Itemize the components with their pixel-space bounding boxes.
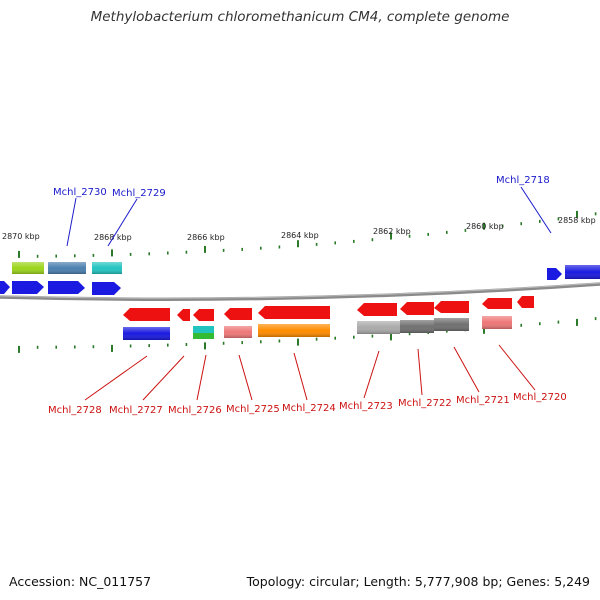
kbp-label: 2866 kbp	[187, 233, 225, 242]
gene-box[interactable]	[357, 321, 400, 334]
scale-ticks-bottom	[18, 317, 597, 353]
gene-arrow[interactable]	[48, 281, 85, 294]
gene-label-mchl-2718[interactable]: Mchl_2718	[496, 175, 550, 186]
gene-arrow[interactable]	[357, 303, 397, 316]
gene-box[interactable]	[400, 320, 434, 333]
gene-arrow[interactable]	[565, 265, 600, 279]
genome-backbone	[0, 282, 600, 301]
gene-box[interactable]	[224, 326, 252, 338]
gene-label-mchl-2729[interactable]: Mchl_2729	[112, 188, 166, 199]
gene-arrow[interactable]	[92, 282, 121, 295]
scale-ticks-top	[18, 210, 597, 258]
kbp-label: 2858 kbp	[558, 216, 596, 225]
gene-label-mchl-2724[interactable]: Mchl_2724	[282, 403, 336, 414]
gene-label-mchl-2725[interactable]: Mchl_2725	[226, 404, 280, 415]
gene-arrow[interactable]	[482, 298, 512, 309]
gene-label-mchl-2728[interactable]: Mchl_2728	[48, 405, 102, 416]
gene-arrow[interactable]	[517, 296, 534, 308]
gene-arrow[interactable]	[123, 308, 170, 321]
bottom-leaders	[84, 344, 536, 401]
gene-label-mchl-2720[interactable]: Mchl_2720	[513, 392, 567, 403]
kbp-label: 2860 kbp	[466, 222, 504, 231]
gene-label-mchl-2723[interactable]: Mchl_2723	[339, 401, 393, 412]
genome-info-text: Topology: circular; Length: 5,777,908 bp…	[246, 574, 590, 589]
gene-arrow[interactable]	[0, 281, 10, 294]
kbp-label: 2862 kbp	[373, 227, 411, 236]
gene-arrow[interactable]	[547, 268, 562, 280]
gene-box[interactable]	[193, 333, 214, 339]
accession-text: Accession: NC_011757	[9, 574, 152, 589]
gene-box[interactable]	[193, 326, 214, 333]
gene-arrow[interactable]	[177, 309, 190, 321]
gene-arrow[interactable]	[92, 262, 122, 274]
gene-label-mchl-2721[interactable]: Mchl_2721	[456, 395, 510, 406]
gene-label-mchl-2722[interactable]: Mchl_2722	[398, 398, 452, 409]
gene-arrow[interactable]	[224, 308, 252, 320]
kbp-label: 2870 kbp	[2, 232, 40, 241]
gene-box[interactable]	[482, 316, 512, 329]
kbp-label: 2864 kbp	[281, 231, 319, 240]
gene-arrow[interactable]	[434, 301, 469, 313]
gene-arrow[interactable]	[193, 309, 214, 321]
gene-arrow[interactable]	[48, 262, 86, 274]
gene-label-mchl-2726[interactable]: Mchl_2726	[168, 405, 222, 416]
gene-arrow[interactable]	[12, 262, 44, 274]
gene-label-mchl-2730[interactable]: Mchl_2730	[53, 187, 107, 198]
gene-arrow[interactable]	[258, 306, 330, 319]
genome-title: Methylobacterium chloromethanicum CM4, c…	[90, 9, 510, 25]
gene-box[interactable]	[123, 327, 170, 340]
gene-box[interactable]	[434, 318, 469, 331]
gene-arrow[interactable]	[400, 302, 434, 315]
top-leaders	[66, 186, 552, 247]
gene-arrow[interactable]	[12, 281, 44, 294]
gene-label-mchl-2727[interactable]: Mchl_2727	[109, 405, 163, 416]
reverse-genes	[123, 296, 534, 340]
gene-box[interactable]	[258, 324, 330, 337]
